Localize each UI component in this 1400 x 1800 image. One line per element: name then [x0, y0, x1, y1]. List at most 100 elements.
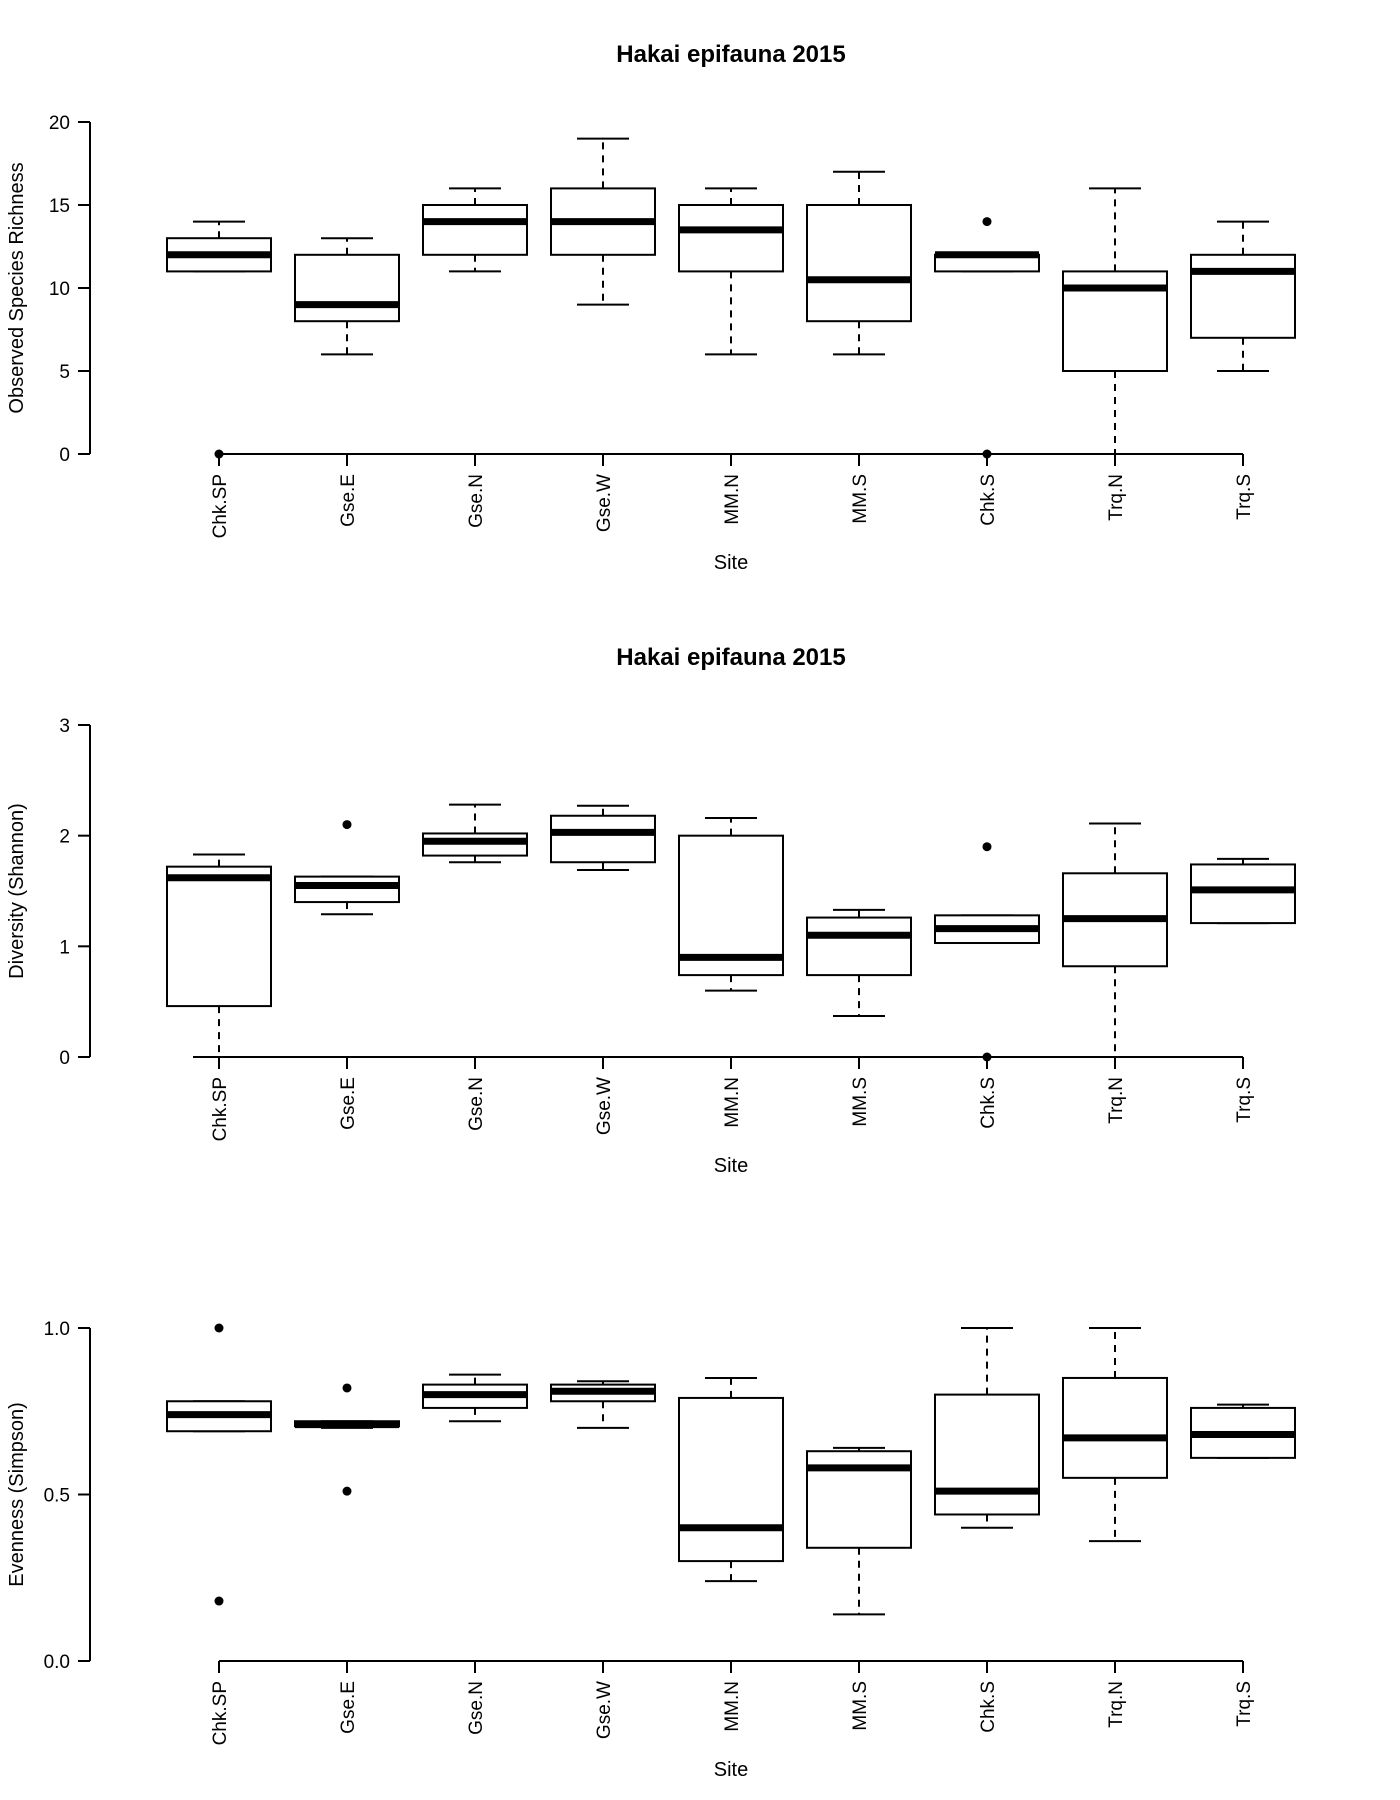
box-iqr — [166, 865, 272, 1008]
box-iqr — [1190, 863, 1296, 925]
outlier-point — [982, 217, 992, 227]
outlier-point — [982, 1052, 992, 1062]
x-tick-label: MM.S — [850, 1681, 871, 1731]
y-tick-label: 20 — [49, 113, 70, 134]
x-tick-label: Trq.N — [1106, 474, 1127, 521]
box-iqr — [678, 834, 784, 977]
x-tick-label: Gse.W — [594, 1681, 615, 1739]
outlier-point — [342, 1383, 352, 1393]
box-Gse.N — [422, 187, 528, 273]
box-Chk.S — [934, 1327, 1040, 1529]
box-MM.N — [678, 187, 784, 356]
y-tick-label: 1 — [59, 937, 70, 958]
x-tick-label: Chk.S — [978, 474, 999, 526]
outlier-point — [982, 842, 992, 852]
box-Trq.N — [1062, 822, 1168, 1058]
box-Gse.W — [550, 804, 656, 871]
box-Trq.N — [1062, 187, 1168, 455]
box-Gse.N — [422, 1373, 528, 1423]
outlier-point — [342, 820, 352, 830]
box-iqr — [678, 204, 784, 273]
box-Chk.S — [934, 217, 1040, 459]
x-tick-label: Chk.S — [978, 1077, 999, 1129]
x-tick-label: Gse.N — [466, 1077, 487, 1131]
y-tick-label: 0 — [59, 445, 70, 466]
box-iqr — [678, 1396, 784, 1563]
box-iqr — [806, 916, 912, 977]
x-tick-label: MM.N — [722, 1077, 743, 1128]
x-tick-label: MM.N — [722, 474, 743, 525]
box-Gse.E — [294, 237, 400, 356]
box-Gse.E — [294, 820, 400, 916]
outlier-point — [982, 449, 992, 459]
chart-panel-3: 0.0 0.5 1.0 Evenness (Simpson) Chk.SP Gse.E Gs… — [6, 1319, 1296, 1781]
x-tick-label: Chk.SP — [210, 474, 231, 538]
box-Chk.S — [934, 842, 1040, 1062]
y-tick-label: 5 — [59, 362, 70, 383]
box-iqr — [934, 1393, 1040, 1516]
y-tick-label: 0.0 — [44, 1652, 70, 1673]
box-Gse.W — [550, 137, 656, 306]
x-tick-label: Gse.E — [338, 1077, 359, 1130]
outlier-point — [214, 1323, 224, 1333]
box-Chk.SP — [166, 1323, 272, 1606]
box-iqr — [806, 204, 912, 323]
box-iqr — [422, 204, 528, 256]
chart-panel-2: Hakai epifauna 2015 0 1 2 3 Diversity (Shanno… — [6, 644, 1296, 1177]
x-axis-title: Site — [714, 1759, 748, 1781]
box-Chk.SP — [166, 853, 272, 1058]
x-tick-label: Gse.W — [594, 1077, 615, 1135]
x-tick-label: Chk.S — [978, 1681, 999, 1733]
box-Gse.W — [550, 1380, 656, 1429]
x-tick-label: Trq.S — [1234, 1681, 1255, 1727]
y-tick-label: 15 — [49, 196, 70, 217]
box-Trq.S — [1190, 1403, 1296, 1459]
x-tick-label: Trq.S — [1234, 474, 1255, 520]
x-tick-label: Gse.N — [466, 474, 487, 528]
chart-title: Hakai epifauna 2015 — [616, 644, 845, 671]
outlier-point — [214, 1596, 224, 1606]
box-MM.N — [678, 816, 784, 992]
x-axis-title: Site — [714, 552, 748, 574]
box-MM.N — [678, 1376, 784, 1583]
box-iqr — [1190, 253, 1296, 339]
y-tick-label: 10 — [49, 279, 70, 300]
box-Gse.N — [422, 803, 528, 864]
x-tick-label: Trq.N — [1106, 1681, 1127, 1728]
box-iqr — [550, 814, 656, 864]
x-tick-label: Gse.N — [466, 1681, 487, 1735]
x-tick-label: Gse.E — [338, 474, 359, 527]
y-tick-label: 2 — [59, 827, 70, 848]
box-Trq.S — [1190, 220, 1296, 372]
outlier-point — [214, 449, 224, 459]
box-iqr — [294, 875, 400, 904]
x-axis-title: Site — [714, 1155, 748, 1177]
x-tick-label: MM.S — [850, 1077, 871, 1127]
outlier-point — [342, 1486, 352, 1496]
box-Chk.SP — [166, 220, 272, 459]
y-axis-title: Diversity (Shannon) — [6, 803, 28, 979]
box-MM.S — [806, 908, 912, 1018]
x-tick-label: Gse.W — [594, 474, 615, 532]
y-tick-label: 0 — [59, 1048, 70, 1069]
y-axis-title: Evenness (Simpson) — [6, 1402, 28, 1587]
box-iqr — [294, 253, 400, 323]
x-tick-label: Chk.SP — [210, 1077, 231, 1141]
box-iqr — [1062, 1376, 1168, 1479]
box-MM.S — [806, 170, 912, 356]
x-tick-label: Chk.SP — [210, 1681, 231, 1745]
y-tick-label: 0.5 — [44, 1486, 70, 1507]
x-tick-label: MM.S — [850, 474, 871, 524]
chart-panel-1: Hakai epifauna 2015 0 5 10 15 20 Observed Spec… — [6, 41, 1296, 574]
y-tick-label: 1.0 — [44, 1319, 70, 1340]
x-tick-label: MM.N — [722, 1681, 743, 1732]
box-Gse.E — [294, 1383, 400, 1496]
x-tick-label: Trq.N — [1106, 1077, 1127, 1124]
y-axis-title: Observed Species Richness — [6, 162, 28, 413]
y-tick-label: 3 — [59, 716, 70, 737]
box-MM.S — [806, 1446, 912, 1616]
box-Trq.S — [1190, 857, 1296, 925]
box-Trq.N — [1062, 1327, 1168, 1543]
x-tick-label: Trq.S — [1234, 1077, 1255, 1123]
